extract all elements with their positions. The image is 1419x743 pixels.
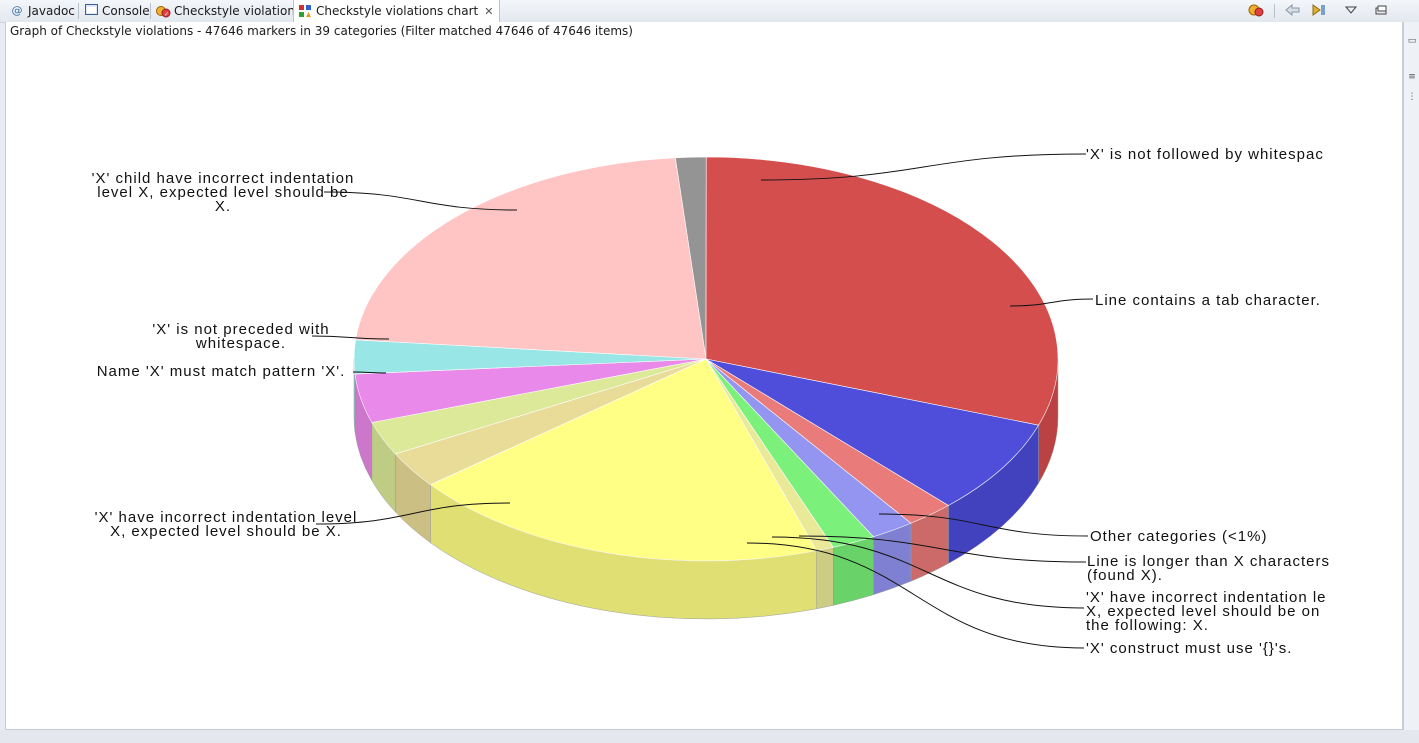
chart-view-panel: Graph of Checkstyle violations - 47646 m…: [5, 22, 1403, 730]
slice-label: 'X' child have incorrect indentation: [92, 170, 355, 187]
tab-separator: [150, 3, 151, 19]
leader-line: [798, 535, 1087, 563]
tab-label: Javadoc: [28, 4, 75, 18]
restore-icon[interactable]: ▭: [1407, 36, 1417, 46]
checkstyle-filter-icon[interactable]: [1248, 3, 1264, 20]
leader-line: [315, 502, 511, 525]
status-bar: [0, 730, 1419, 743]
leader-line: [1009, 298, 1094, 307]
slice-label: Line contains a tab character.: [1095, 292, 1321, 309]
slice-label: 'X' is not preceded with: [152, 321, 329, 338]
slice-label: 'X' is not followed by whitespac: [1086, 146, 1324, 163]
leader-line: [323, 191, 518, 211]
leader-line: [746, 542, 1085, 649]
drilldown-icon[interactable]: [1311, 3, 1327, 20]
minimize-icon[interactable]: [1375, 4, 1387, 18]
toolbar-separator: [1274, 4, 1275, 18]
slice-label: (found X).: [1087, 567, 1163, 584]
console-icon: [84, 4, 98, 18]
tab-console[interactable]: Console: [84, 0, 150, 22]
chart-icon: [298, 4, 312, 18]
leader-line: [771, 536, 1085, 609]
slice-label: level X, expected level should be: [97, 184, 348, 201]
svg-text:✓: ✓: [164, 12, 169, 18]
pie-slice[interactable]: [705, 156, 1059, 426]
pie-slice[interactable]: [705, 358, 1040, 506]
tab-separator: [78, 3, 79, 19]
at-icon: @: [11, 4, 23, 17]
slice-label: Line is longer than X characters: [1087, 553, 1330, 570]
view-menu-icon[interactable]: [1344, 4, 1358, 18]
view-toolbar: [1248, 1, 1387, 21]
leader-line: [352, 371, 387, 374]
slice-label: Other categories (<1%): [1090, 528, 1268, 545]
slice-label: Name 'X' must match pattern 'X'.: [97, 363, 346, 380]
tab-checkstyle-violations-chart[interactable]: Checkstyle violations chart ✕: [293, 0, 501, 22]
outline-icon[interactable]: ≡: [1408, 72, 1416, 82]
tab-checkstyle-violations[interactable]: ✓ Checkstyle violations: [156, 0, 301, 22]
right-trim-bar: ▭ ≡ ⋮: [1403, 22, 1419, 743]
leader-line: [311, 335, 390, 340]
back-icon[interactable]: [1285, 3, 1301, 20]
pie-slice-side: [833, 536, 874, 606]
pie-slice-side: [816, 547, 834, 610]
leader-line: [878, 513, 1089, 537]
leader-line: [760, 153, 1087, 181]
slice-label: 'X' have incorrect indentation level: [95, 509, 358, 526]
slice-label: the following: X.: [1086, 617, 1209, 634]
tab-javadoc[interactable]: @ Javadoc: [10, 0, 75, 22]
slice-label: whitespace.: [195, 335, 286, 352]
close-icon[interactable]: ✕: [484, 4, 494, 18]
slice-label: X, expected level should be X.: [110, 523, 342, 540]
pie-slice[interactable]: [429, 358, 818, 562]
slice-label: X, expected level should be on: [1086, 603, 1320, 620]
chart-status-text: Graph of Checkstyle violations - 47646 m…: [10, 24, 633, 38]
hierarchy-icon[interactable]: ⋮: [1407, 92, 1417, 102]
checkstyle-icon: ✓: [156, 4, 171, 18]
pie-slice[interactable]: [355, 157, 707, 360]
slice-label: 'X' construct must use '{}'s.: [1086, 640, 1292, 657]
slice-label: X.: [215, 198, 231, 215]
tab-label: Checkstyle violations chart: [316, 4, 479, 18]
tab-label: Checkstyle violations: [174, 4, 302, 18]
tab-label: Console: [102, 4, 150, 18]
pie-chart: 'X' is not followed by whitespac Line con…: [92, 146, 1330, 657]
slice-label: 'X' have incorrect indentation le: [1086, 589, 1327, 606]
view-tab-bar: @ Javadoc Console ✓ Checkstyle violation…: [0, 0, 1419, 23]
